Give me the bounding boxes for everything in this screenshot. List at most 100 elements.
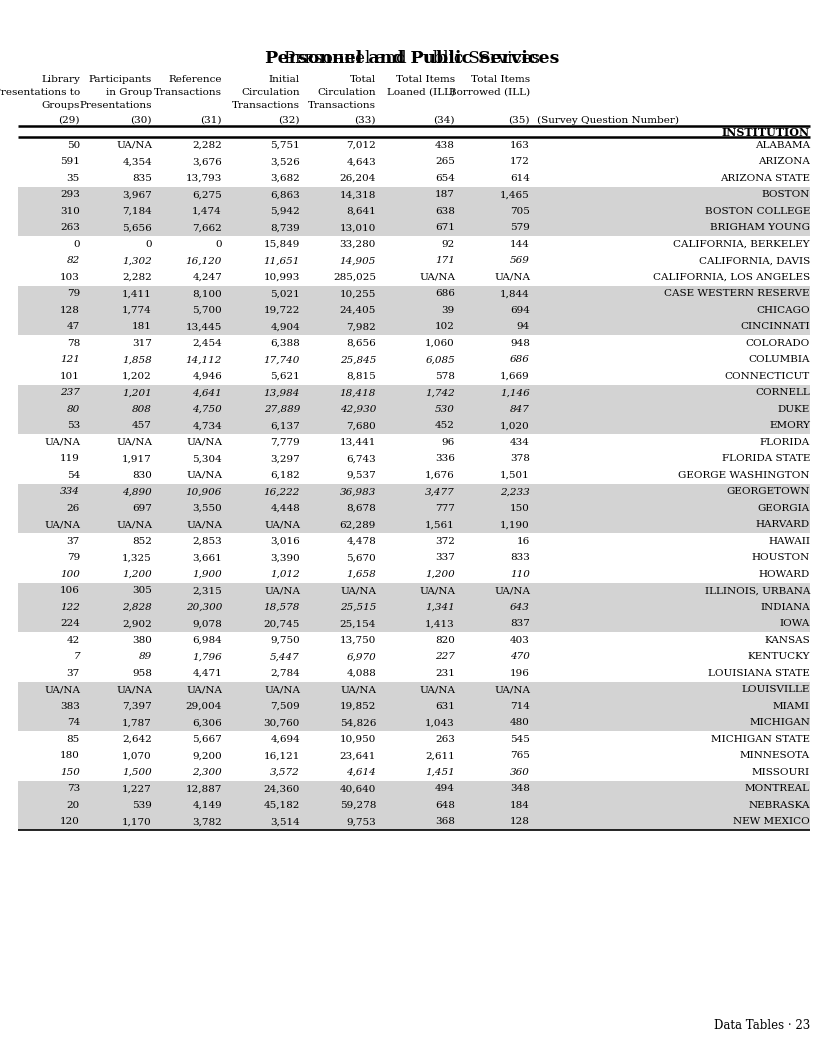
Text: 1,474: 1,474 <box>192 207 222 215</box>
Text: 1,012: 1,012 <box>270 570 300 579</box>
Text: 74: 74 <box>67 718 80 728</box>
Text: 1,500: 1,500 <box>122 768 152 777</box>
Text: 569: 569 <box>510 256 530 266</box>
Text: 694: 694 <box>510 306 530 315</box>
Text: 4,614: 4,614 <box>346 768 376 777</box>
Text: HOUSTON: HOUSTON <box>751 553 810 562</box>
Text: 13,793: 13,793 <box>185 173 222 183</box>
Bar <box>18 302 810 318</box>
Text: 614: 614 <box>510 173 530 183</box>
Text: 163: 163 <box>510 141 530 150</box>
Text: NEW MEXICO: NEW MEXICO <box>733 817 810 826</box>
Bar <box>18 714 810 731</box>
Text: 1,200: 1,200 <box>122 570 152 579</box>
Text: 37: 37 <box>67 669 80 677</box>
Bar <box>18 401 810 418</box>
Text: 47: 47 <box>67 322 80 331</box>
Text: 1,227: 1,227 <box>122 784 152 793</box>
Text: 7,397: 7,397 <box>122 701 152 711</box>
Text: HOWARD: HOWARD <box>759 570 810 579</box>
Text: FLORIDA: FLORIDA <box>760 438 810 446</box>
Text: 4,890: 4,890 <box>122 487 152 497</box>
Text: (35): (35) <box>508 116 530 125</box>
Text: 1,202: 1,202 <box>122 372 152 381</box>
Text: 25,515: 25,515 <box>339 603 376 612</box>
Text: 17,740: 17,740 <box>264 355 300 364</box>
Text: Circulation: Circulation <box>317 88 376 97</box>
Text: 8,641: 8,641 <box>346 207 376 215</box>
Text: 172: 172 <box>510 158 530 166</box>
Text: 237: 237 <box>60 388 80 397</box>
Text: 227: 227 <box>435 652 455 662</box>
Text: 2,853: 2,853 <box>192 537 222 546</box>
Text: 317: 317 <box>132 339 152 348</box>
Text: 79: 79 <box>67 289 80 298</box>
Text: 92: 92 <box>442 239 455 249</box>
Text: 10,255: 10,255 <box>339 289 376 298</box>
Text: 7,012: 7,012 <box>346 141 376 150</box>
Text: 1,146: 1,146 <box>500 388 530 397</box>
Text: (29): (29) <box>59 116 80 125</box>
Text: 8,100: 8,100 <box>192 289 222 298</box>
Text: CALIFORNIA, BERKELEY: CALIFORNIA, BERKELEY <box>673 239 810 249</box>
Text: 263: 263 <box>435 735 455 743</box>
Text: 293: 293 <box>60 190 80 200</box>
Text: 39: 39 <box>442 306 455 315</box>
Text: 360: 360 <box>510 768 530 777</box>
Text: 8,678: 8,678 <box>346 504 376 512</box>
Text: 9,750: 9,750 <box>270 635 300 645</box>
Text: 310: 310 <box>60 207 80 215</box>
Text: 4,641: 4,641 <box>192 388 222 397</box>
Text: 4,088: 4,088 <box>346 669 376 677</box>
Text: 8,656: 8,656 <box>346 339 376 348</box>
Text: 1,411: 1,411 <box>122 289 152 298</box>
Text: 808: 808 <box>132 404 152 414</box>
Text: 13,750: 13,750 <box>339 635 376 645</box>
Text: 19,852: 19,852 <box>339 701 376 711</box>
Text: 100: 100 <box>60 570 80 579</box>
Bar <box>18 681 810 698</box>
Text: 1,742: 1,742 <box>425 388 455 397</box>
Text: 12,887: 12,887 <box>185 784 222 793</box>
Bar <box>18 814 810 830</box>
Text: 10,906: 10,906 <box>185 487 222 497</box>
Text: Data Tables · 23: Data Tables · 23 <box>714 1018 810 1032</box>
Text: 777: 777 <box>435 504 455 512</box>
Text: 494: 494 <box>435 784 455 793</box>
Text: 14,318: 14,318 <box>339 190 376 200</box>
Text: 4,471: 4,471 <box>192 669 222 677</box>
Text: 7,509: 7,509 <box>270 701 300 711</box>
Text: 638: 638 <box>435 207 455 215</box>
Text: 372: 372 <box>435 537 455 546</box>
Text: 4,694: 4,694 <box>270 735 300 743</box>
Text: UA/NA: UA/NA <box>186 470 222 480</box>
Text: 2,233: 2,233 <box>500 487 530 497</box>
Text: Initial: Initial <box>269 75 300 84</box>
Text: 14,112: 14,112 <box>185 355 222 364</box>
Text: 19,722: 19,722 <box>264 306 300 315</box>
Text: HARVARD: HARVARD <box>756 520 810 529</box>
Text: 1,796: 1,796 <box>192 652 222 662</box>
Text: DUKE: DUKE <box>778 404 810 414</box>
Text: UA/NA: UA/NA <box>116 438 152 446</box>
Text: 1,917: 1,917 <box>122 455 152 463</box>
Text: 4,448: 4,448 <box>270 504 300 512</box>
Text: GEORGETOWN: GEORGETOWN <box>727 487 810 497</box>
Text: UA/NA: UA/NA <box>116 686 152 694</box>
Text: 403: 403 <box>510 635 530 645</box>
Text: 10,950: 10,950 <box>339 735 376 743</box>
Text: 73: 73 <box>67 784 80 793</box>
Text: 54,826: 54,826 <box>339 718 376 728</box>
Text: 79: 79 <box>67 553 80 562</box>
Text: 1,170: 1,170 <box>122 817 152 826</box>
Text: BOSTON: BOSTON <box>761 190 810 200</box>
Text: 9,753: 9,753 <box>346 817 376 826</box>
Text: 539: 539 <box>132 801 152 810</box>
Text: 62,289: 62,289 <box>339 520 376 529</box>
Text: 852: 852 <box>132 537 152 546</box>
Text: GEORGE WASHINGTON: GEORGE WASHINGTON <box>678 470 810 480</box>
Text: 6,306: 6,306 <box>192 718 222 728</box>
Text: 14,905: 14,905 <box>339 256 376 266</box>
Text: 16,120: 16,120 <box>185 256 222 266</box>
Text: 45,182: 45,182 <box>264 801 300 810</box>
